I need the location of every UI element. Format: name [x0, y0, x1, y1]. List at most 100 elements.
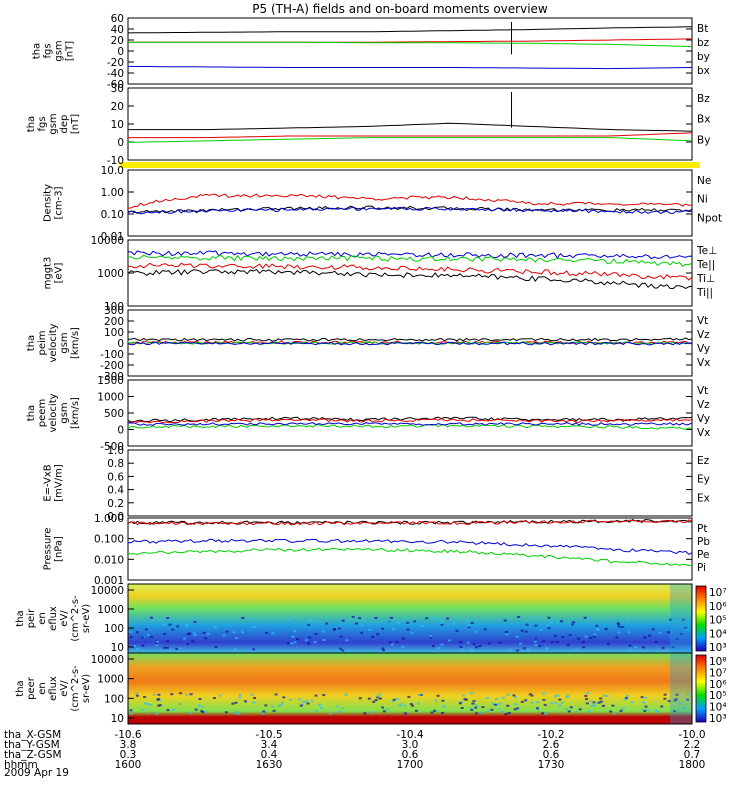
- y-axis-label: tha: [32, 43, 43, 59]
- spectrogram-pixel: [564, 708, 568, 711]
- spectrogram-pixel: [574, 711, 578, 713]
- bottom-tick-value: -10.5: [255, 729, 282, 741]
- y-tick-label: 0.01: [101, 231, 124, 243]
- legend-entry: Pe: [697, 549, 709, 561]
- spectrogram-pixel: [410, 632, 414, 635]
- spectrogram-pixel: [471, 702, 475, 705]
- spectrogram-pixel: [237, 712, 241, 715]
- spectrogram-pixel: [606, 643, 610, 646]
- spectrogram-pixel: [340, 707, 344, 710]
- bottom-row-label: tha_Y-GSM: [4, 739, 60, 751]
- series-line-Te||: [127, 268, 693, 290]
- legend-entry: Vx: [697, 357, 710, 369]
- colorbar-tick-label: 10³: [709, 713, 727, 725]
- y-tick-label: 0.6: [107, 471, 124, 483]
- y-tick-label: 100: [104, 623, 124, 635]
- spectrogram-pixel: [470, 708, 474, 711]
- spectrogram-pixel: [641, 708, 645, 711]
- y-tick-label: 0.010: [94, 554, 124, 566]
- bottom-row-label: tha_X-GSM: [4, 729, 61, 741]
- spectrogram-pixel: [524, 699, 528, 702]
- spectrogram-pixel: [309, 617, 313, 620]
- spectrogram-pixel: [302, 700, 306, 703]
- spectrogram-pixel: [291, 635, 295, 638]
- bottom-tick-value: 0.3: [120, 749, 137, 761]
- spectrogram-pixel: [602, 694, 606, 697]
- series-line-Pi: [127, 538, 693, 556]
- spectrogram-pixel: [241, 631, 244, 634]
- spectrogram-pixel: [640, 696, 644, 699]
- spectrogram-pixel: [233, 648, 237, 651]
- spectrogram-pixel: [404, 712, 407, 715]
- spectrogram-pixel: [360, 624, 364, 627]
- spectrogram-pixel: [520, 629, 524, 632]
- spectrogram-pixel: [543, 704, 547, 707]
- y-tick-label: 10000: [91, 585, 124, 597]
- spectrogram-pixel: [459, 641, 463, 644]
- bottom-tick-value: 3.4: [261, 739, 278, 751]
- spectrogram-pixel: [474, 704, 478, 707]
- spectrogram-pixel: [648, 634, 652, 637]
- spectrogram-pixel: [524, 630, 528, 633]
- spectrogram-pixel: [358, 697, 362, 700]
- spectrogram-pixel: [432, 645, 435, 648]
- spectrogram-pixel: [684, 627, 688, 629]
- y-axis-label: tha: [15, 680, 26, 696]
- spectrogram-pixel: [440, 643, 444, 646]
- panel-frame: [127, 449, 693, 517]
- spectrogram-pixel: [370, 711, 374, 714]
- spectrogram-pixel: [407, 695, 411, 698]
- legend-entry: Pt: [697, 523, 707, 535]
- spectrogram-pixel: [500, 710, 504, 713]
- spectrogram-pixel: [413, 620, 417, 623]
- spectrogram-pixel: [431, 617, 435, 619]
- colorbar-tick-label: 10⁶: [709, 601, 727, 613]
- legend-entry: Te⊥: [696, 245, 717, 257]
- spectrogram-pixel: [642, 701, 646, 704]
- spectrogram-pixel: [146, 634, 150, 636]
- spectrogram-pixel: [282, 696, 286, 699]
- spectrogram-pixel: [335, 705, 339, 708]
- spectrogram-pixel: [589, 636, 593, 639]
- legend-entry: Vz: [697, 329, 710, 341]
- spectrogram: [128, 584, 692, 653]
- y-axis-label: Density: [43, 184, 54, 222]
- spectrogram-pixel: [293, 641, 297, 644]
- y-tick-label: 100: [104, 301, 124, 313]
- y-axis-label: sr-eV): [81, 604, 92, 633]
- y-axis-label: [nPa]: [54, 536, 65, 562]
- spectrogram-pixel: [663, 693, 667, 696]
- spectrogram-pixel: [466, 641, 470, 644]
- spectrogram-pixel: [197, 704, 201, 707]
- spectrogram-pixel: [200, 710, 204, 713]
- spectrogram-pixel: [333, 628, 337, 630]
- spectrogram-pixel: [429, 635, 433, 638]
- legend-entry: Bx: [697, 114, 710, 126]
- spectrogram-pixel: [314, 694, 318, 697]
- y-tick-label: 1000: [97, 674, 124, 686]
- spectrogram-pixel: [549, 621, 553, 624]
- spectrogram-pixel: [329, 712, 332, 715]
- legend-entry: Vx: [697, 427, 710, 439]
- spectrogram-pixel: [504, 630, 508, 633]
- colorbar-tick-label: 10⁴: [709, 628, 727, 640]
- y-tick-label: 0.10: [101, 209, 124, 221]
- spectrogram-pixel: [617, 631, 621, 634]
- spectrogram-pixel: [314, 632, 318, 635]
- spectrogram-pixel: [305, 700, 309, 703]
- spectrogram-pixel: [439, 621, 443, 624]
- spectrogram-pixel: [132, 645, 136, 647]
- spectrogram-pixel: [464, 698, 468, 701]
- spectrogram-pixel: [555, 640, 559, 643]
- series-line-Te⊥: [128, 262, 693, 281]
- spectrogram-pixel: [621, 626, 625, 628]
- y-tick-label: 0: [117, 425, 124, 437]
- spectrogram-pixel: [572, 621, 576, 624]
- colorbar-tick-label: 10⁸: [709, 656, 727, 668]
- spectrogram-pixel: [651, 628, 655, 631]
- spectrogram-pixel: [627, 631, 631, 634]
- y-tick-label: 0.100: [94, 534, 124, 546]
- spectrogram-pixel: [372, 700, 376, 703]
- spectrogram-pixel: [621, 707, 625, 710]
- spectrogram-pixel: [486, 709, 490, 712]
